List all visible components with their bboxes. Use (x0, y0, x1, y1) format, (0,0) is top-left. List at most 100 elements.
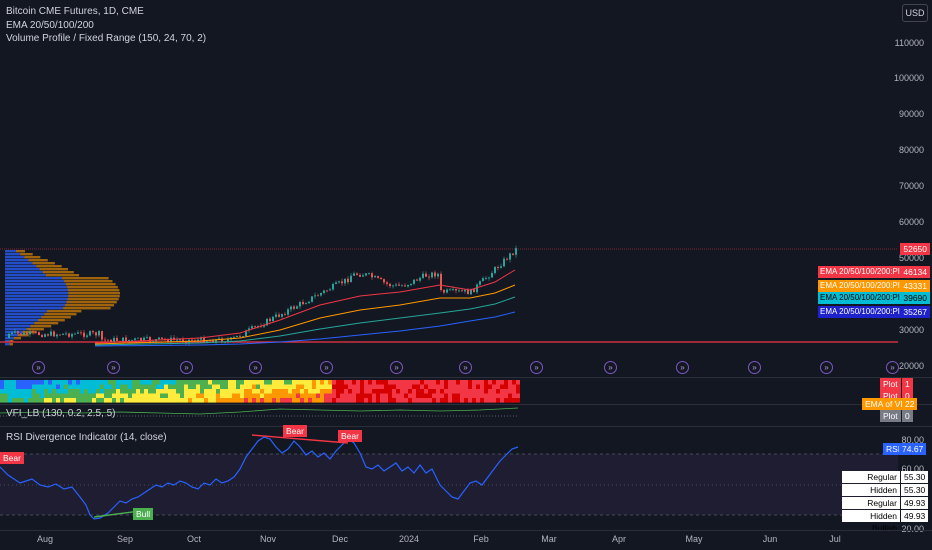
heatmap-cell (380, 380, 384, 385)
heatmap-cell (312, 398, 316, 403)
heatmap-cell (464, 380, 468, 385)
double-chevron-right-icon[interactable]: » (530, 361, 543, 374)
heatmap-cell (184, 393, 188, 399)
heatmap-cell (516, 380, 520, 385)
candle (101, 331, 103, 340)
rsi-legend[interactable]: RSI Divergence Indicator (14, close) (6, 432, 167, 443)
heatmap-cell (132, 398, 136, 403)
heatmap-cell (404, 384, 408, 390)
bear-label-left: Bear (0, 452, 24, 464)
volume-profile-legend[interactable]: Volume Profile / Fixed Range (150, 24, 7… (6, 33, 207, 44)
candle (56, 334, 58, 337)
table-row-name: Hidden Bearish (842, 484, 900, 507)
heatmap-cell (240, 398, 244, 403)
vfi-tag2-value: 0 (902, 410, 913, 422)
candle (23, 332, 25, 335)
volume-profile-bar (45, 274, 80, 277)
heatmap-cell (388, 398, 392, 403)
double-chevron-right-icon[interactable]: » (320, 361, 333, 374)
double-chevron-right-icon[interactable]: » (32, 361, 45, 374)
candle (227, 339, 229, 342)
heatmap-cell (192, 393, 196, 399)
heatmap-cell (84, 384, 88, 390)
heatmap-cell (368, 393, 372, 399)
double-chevron-right-icon[interactable]: » (820, 361, 833, 374)
heatmap-cell (232, 393, 236, 399)
main-chart-pane[interactable] (0, 0, 932, 376)
double-chevron-right-icon[interactable]: » (180, 361, 193, 374)
rsi-axis-label: 60.00 (901, 464, 924, 474)
heatmap-cell (288, 393, 292, 399)
candle (473, 289, 475, 293)
double-chevron-right-icon[interactable]: » (107, 361, 120, 374)
double-chevron-right-icon[interactable]: » (676, 361, 689, 374)
volume-profile-bar (44, 313, 77, 316)
heatmap-cell (320, 389, 324, 394)
heatmap-cell (324, 384, 328, 390)
ema-legend[interactable]: EMA 20/50/100/200 (6, 20, 94, 31)
heatmap-cell (292, 380, 296, 385)
heatmap-cell (480, 384, 484, 390)
heatmap-cell (228, 380, 232, 385)
rsi-pane[interactable] (0, 427, 932, 530)
heatmap-cell (388, 393, 392, 399)
heatmap-cell (444, 398, 448, 403)
heatmap-cell (224, 393, 228, 399)
double-chevron-right-icon[interactable]: » (390, 361, 403, 374)
heatmap-cell (504, 389, 508, 394)
heatmap-cell (168, 384, 172, 390)
double-chevron-right-icon[interactable]: » (249, 361, 262, 374)
double-chevron-right-icon[interactable]: » (886, 361, 899, 374)
heatmap-cell (336, 393, 340, 399)
pane-divider[interactable] (0, 377, 932, 378)
candle (29, 331, 31, 335)
double-chevron-right-icon[interactable]: » (748, 361, 761, 374)
heatmap-cell (4, 398, 8, 403)
heatmap-cell (344, 384, 348, 390)
chart-title[interactable]: Bitcoin CME Futures, 1D, CME (6, 6, 144, 17)
candle (290, 306, 292, 310)
heatmap-cell (80, 398, 84, 403)
vfi-pane[interactable] (0, 405, 932, 425)
heatmap-cell (316, 384, 320, 390)
heatmap-cell (328, 389, 332, 394)
candle (218, 338, 220, 340)
pane-divider[interactable] (0, 426, 932, 427)
heatmap-cell (44, 398, 48, 403)
heatmap-cell (68, 389, 72, 394)
currency-button[interactable]: USD (902, 4, 928, 22)
heatmap-cell (324, 389, 328, 394)
heatmap-cell (180, 398, 184, 403)
double-chevron-right-icon[interactable]: » (604, 361, 617, 374)
heatmap-cell (216, 384, 220, 390)
heatmap-cell (472, 393, 476, 399)
heatmap-cell (100, 389, 104, 394)
candle (302, 301, 304, 305)
heatmap-cell (452, 393, 456, 399)
heatmap-cell (372, 384, 376, 390)
heatmap-cell (60, 380, 64, 385)
heatmap-cell (136, 393, 140, 399)
heatmap-cell (204, 380, 208, 385)
heatmap-cell (416, 393, 420, 399)
heatmap-cell (132, 380, 136, 385)
vfi-legend[interactable]: VFI_LB (130, 0.2, 2.5, 5) (6, 408, 116, 419)
candle (452, 289, 454, 290)
heatmap-cell (120, 393, 124, 399)
heatmap-cell (136, 398, 140, 403)
heatmap-cell (360, 398, 364, 403)
candle (254, 326, 256, 328)
heatmap-cell (468, 384, 472, 390)
candle (131, 339, 133, 341)
candle (401, 285, 403, 287)
pane-divider[interactable] (0, 404, 932, 405)
heatmap-cell (284, 380, 288, 385)
double-chevron-right-icon[interactable]: » (459, 361, 472, 374)
heatmap-cell (372, 380, 376, 385)
candle (485, 278, 487, 279)
heatmap-cell (72, 393, 76, 399)
heatmap-cell (140, 393, 144, 399)
volume-profile (5, 250, 120, 346)
heatmap-pane[interactable] (0, 378, 932, 404)
heatmap-cell (476, 393, 480, 399)
